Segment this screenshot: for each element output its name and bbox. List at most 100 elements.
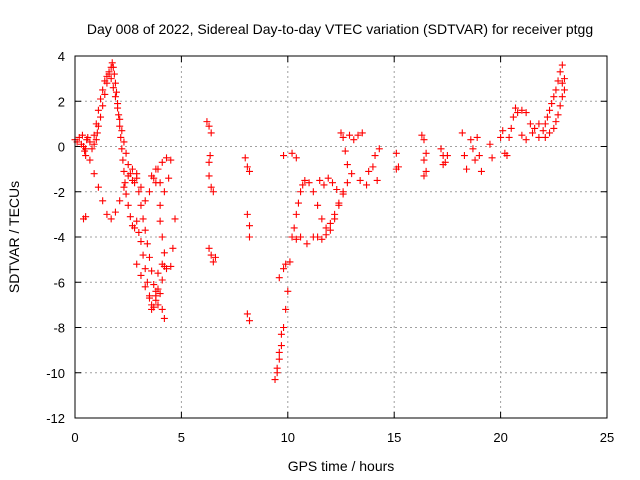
data-point <box>158 260 166 268</box>
data-point <box>460 152 468 160</box>
data-point <box>119 156 127 164</box>
data-point <box>526 120 534 128</box>
data-point <box>280 324 288 331</box>
data-point <box>101 77 109 85</box>
data-point <box>518 106 526 114</box>
data-point <box>94 183 102 191</box>
data-point <box>288 233 296 241</box>
data-point <box>209 258 217 266</box>
data-point <box>165 174 173 182</box>
data-point <box>90 140 98 148</box>
data-point <box>203 118 211 126</box>
data-point <box>92 120 100 128</box>
x-tick-label: 5 <box>178 430 185 445</box>
data-point <box>320 181 328 189</box>
data-point <box>243 210 251 218</box>
data-point <box>343 179 351 187</box>
data-point <box>133 170 141 178</box>
data-point <box>550 93 558 101</box>
data-point <box>94 106 102 114</box>
data-point <box>552 118 560 126</box>
y-tick-label: 4 <box>58 49 65 64</box>
data-point <box>365 167 373 175</box>
series-arc-d <box>80 165 179 313</box>
series-arc-e <box>203 118 219 266</box>
grid-lines <box>75 56 607 418</box>
data-point <box>131 179 139 187</box>
data-point <box>318 235 326 243</box>
data-point <box>137 271 145 279</box>
data-point <box>141 197 149 205</box>
series-arc-f <box>241 154 253 325</box>
data-point <box>422 167 430 175</box>
data-point <box>160 249 168 257</box>
series-arc-k <box>486 61 568 162</box>
data-point <box>139 251 147 259</box>
data-point <box>467 136 475 144</box>
data-point <box>354 131 362 139</box>
data-point <box>116 115 124 123</box>
data-point <box>335 201 343 209</box>
data-point <box>78 131 86 139</box>
axis-ticks: 0 5 10 15 20 25 -12 -10 -8 -6 -4 -2 0 2 4 <box>46 49 614 445</box>
data-point <box>133 260 141 268</box>
data-point <box>163 154 171 162</box>
data-point <box>112 88 120 96</box>
data-point <box>275 274 283 282</box>
data-point <box>205 158 213 166</box>
data-point <box>245 317 253 325</box>
data-point <box>124 201 132 209</box>
data-point <box>163 265 171 273</box>
data-point <box>488 154 496 162</box>
data-point <box>167 262 175 270</box>
data-point <box>339 133 347 141</box>
data-point <box>88 145 96 153</box>
data-point <box>346 131 354 139</box>
data-point <box>541 133 549 141</box>
data-point <box>373 176 381 184</box>
data-point <box>339 188 347 196</box>
data-point <box>301 176 309 184</box>
data-point <box>137 183 145 191</box>
data-point <box>439 161 447 169</box>
data-point <box>160 314 168 322</box>
data-point <box>273 364 281 372</box>
series-arc-i <box>337 129 402 189</box>
data-point <box>128 165 136 173</box>
data-point <box>422 149 430 157</box>
data-point <box>111 208 119 216</box>
data-point <box>160 188 168 196</box>
data-point <box>477 167 485 175</box>
data-point <box>522 109 530 117</box>
data-point <box>131 224 139 232</box>
data-point <box>171 215 179 223</box>
data-point <box>109 84 117 92</box>
data-point <box>86 156 94 164</box>
data-point <box>148 305 156 313</box>
data-point <box>294 199 302 207</box>
data-point <box>148 172 156 180</box>
data-point <box>314 233 322 241</box>
data-point <box>82 152 90 160</box>
data-point <box>167 156 175 164</box>
data-point <box>358 129 366 137</box>
data-point <box>245 222 253 230</box>
data-point <box>124 161 132 169</box>
data-point <box>154 301 162 309</box>
data-point <box>284 287 292 295</box>
data-point <box>350 136 358 144</box>
data-point <box>318 215 326 223</box>
y-tick-label: 2 <box>58 94 65 109</box>
data-point <box>152 287 160 295</box>
data-point <box>207 183 215 191</box>
x-tick-label: 0 <box>71 430 78 445</box>
data-point <box>124 172 132 180</box>
data-point <box>316 176 324 184</box>
data-point <box>509 113 517 121</box>
data-point <box>280 152 288 160</box>
series-arc-b <box>90 68 162 309</box>
data-point <box>126 213 134 221</box>
data-point <box>150 281 158 289</box>
y-tick-label: -12 <box>46 411 65 426</box>
